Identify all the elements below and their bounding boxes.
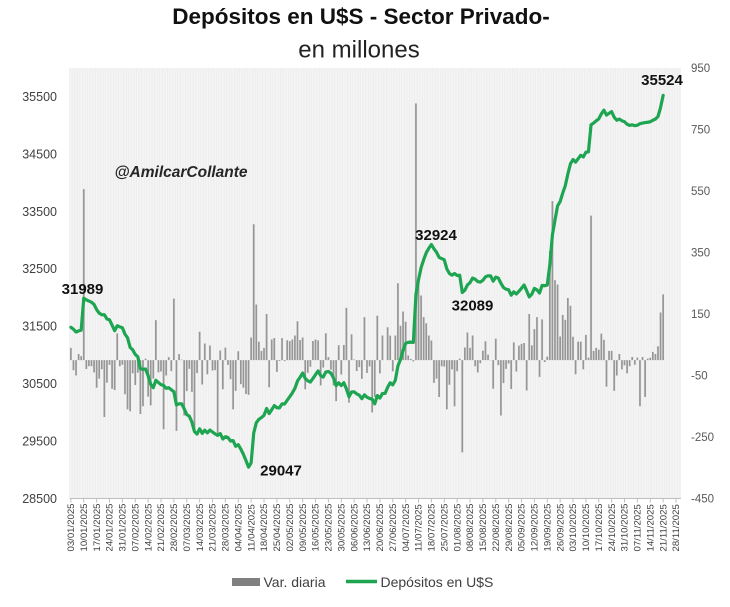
svg-text:06/06/2025: 06/06/2025	[349, 503, 360, 551]
svg-text:Depósitos en U$S - Sector Priv: Depósitos en U$S - Sector Privado-	[172, 4, 550, 29]
svg-text:-450: -450	[691, 494, 714, 506]
svg-text:01/08/2025: 01/08/2025	[452, 503, 463, 551]
svg-text:Depósitos en U$S: Depósitos en U$S	[381, 574, 494, 590]
svg-text:14/03/2025: 14/03/2025	[195, 503, 206, 551]
svg-text:03/01/2025: 03/01/2025	[66, 503, 77, 551]
svg-text:07/11/2025: 07/11/2025	[633, 504, 644, 551]
svg-text:20/06/2025: 20/06/2025	[375, 503, 386, 551]
svg-text:Var. diaria: Var. diaria	[264, 574, 326, 590]
svg-text:08/08/2025: 08/08/2025	[465, 503, 476, 551]
svg-text:07/03/2025: 07/03/2025	[182, 503, 193, 551]
svg-text:35524: 35524	[641, 72, 683, 89]
svg-text:26/09/2025: 26/09/2025	[555, 503, 566, 551]
svg-text:28500: 28500	[22, 492, 57, 506]
svg-text:31500: 31500	[22, 320, 57, 334]
svg-text:10/01/2025: 10/01/2025	[79, 503, 90, 551]
svg-text:29047: 29047	[260, 463, 302, 480]
svg-text:23/05/2025: 23/05/2025	[324, 503, 335, 551]
svg-text:29500: 29500	[22, 434, 57, 448]
svg-text:31/10/2025: 31/10/2025	[620, 503, 631, 551]
svg-text:17/01/2025: 17/01/2025	[92, 503, 103, 551]
svg-text:33500: 33500	[22, 205, 57, 219]
svg-text:150: 150	[691, 309, 710, 321]
svg-text:11/07/2025: 11/07/2025	[414, 504, 425, 551]
svg-text:-250: -250	[691, 432, 714, 444]
svg-text:07/02/2025: 07/02/2025	[130, 503, 141, 551]
svg-text:-50: -50	[691, 371, 708, 383]
svg-text:04/07/2025: 04/07/2025	[401, 503, 412, 551]
svg-text:21/11/2025: 21/11/2025	[658, 504, 669, 551]
svg-text:04/04/2025: 04/04/2025	[233, 503, 244, 551]
svg-text:32924: 32924	[415, 227, 457, 244]
svg-text:32089: 32089	[452, 298, 494, 315]
svg-text:34500: 34500	[22, 147, 57, 161]
svg-text:12/09/2025: 12/09/2025	[530, 503, 541, 551]
svg-text:350: 350	[691, 248, 710, 260]
svg-text:31989: 31989	[62, 281, 104, 298]
svg-text:35500: 35500	[22, 90, 57, 104]
svg-text:32500: 32500	[22, 262, 57, 276]
svg-text:550: 550	[691, 186, 710, 198]
svg-text:21/03/2025: 21/03/2025	[208, 503, 219, 551]
svg-text:05/09/2025: 05/09/2025	[517, 503, 528, 551]
svg-text:24/10/2025: 24/10/2025	[607, 503, 618, 551]
svg-text:30/05/2025: 30/05/2025	[336, 503, 347, 551]
svg-text:18/07/2025: 18/07/2025	[427, 503, 438, 551]
svg-text:@AmilcarCollante: @AmilcarCollante	[114, 164, 247, 181]
svg-text:25/04/2025: 25/04/2025	[272, 503, 283, 551]
svg-text:28/03/2025: 28/03/2025	[221, 503, 232, 551]
svg-text:02/05/2025: 02/05/2025	[285, 503, 296, 551]
svg-text:22/08/2025: 22/08/2025	[491, 503, 502, 551]
svg-text:750: 750	[691, 125, 710, 137]
svg-text:10/10/2025: 10/10/2025	[581, 503, 592, 551]
svg-text:27/06/2025: 27/06/2025	[388, 503, 399, 551]
svg-text:29/08/2025: 29/08/2025	[504, 503, 515, 551]
svg-text:17/10/2025: 17/10/2025	[594, 503, 605, 551]
svg-text:03/10/2025: 03/10/2025	[568, 503, 579, 551]
svg-text:24/01/2025: 24/01/2025	[105, 503, 116, 551]
svg-text:09/05/2025: 09/05/2025	[298, 503, 309, 551]
svg-text:11/04/2025: 11/04/2025	[246, 504, 257, 551]
svg-text:15/08/2025: 15/08/2025	[478, 503, 489, 551]
svg-text:28/11/2025: 28/11/2025	[671, 504, 682, 551]
svg-text:31/01/2025: 31/01/2025	[118, 503, 129, 551]
svg-text:13/06/2025: 13/06/2025	[362, 503, 373, 551]
svg-text:19/09/2025: 19/09/2025	[542, 503, 553, 551]
svg-text:14/11/2025: 14/11/2025	[645, 504, 656, 551]
svg-text:25/07/2025: 25/07/2025	[439, 503, 450, 551]
svg-text:950: 950	[691, 63, 710, 75]
svg-text:28/02/2025: 28/02/2025	[169, 503, 180, 551]
svg-text:en millones: en millones	[298, 37, 419, 64]
svg-text:18/04/2025: 18/04/2025	[259, 503, 270, 551]
svg-text:14/02/2025: 14/02/2025	[143, 503, 154, 551]
svg-text:30500: 30500	[22, 377, 57, 391]
svg-text:21/02/2025: 21/02/2025	[156, 503, 167, 551]
svg-text:16/05/2025: 16/05/2025	[311, 503, 322, 551]
